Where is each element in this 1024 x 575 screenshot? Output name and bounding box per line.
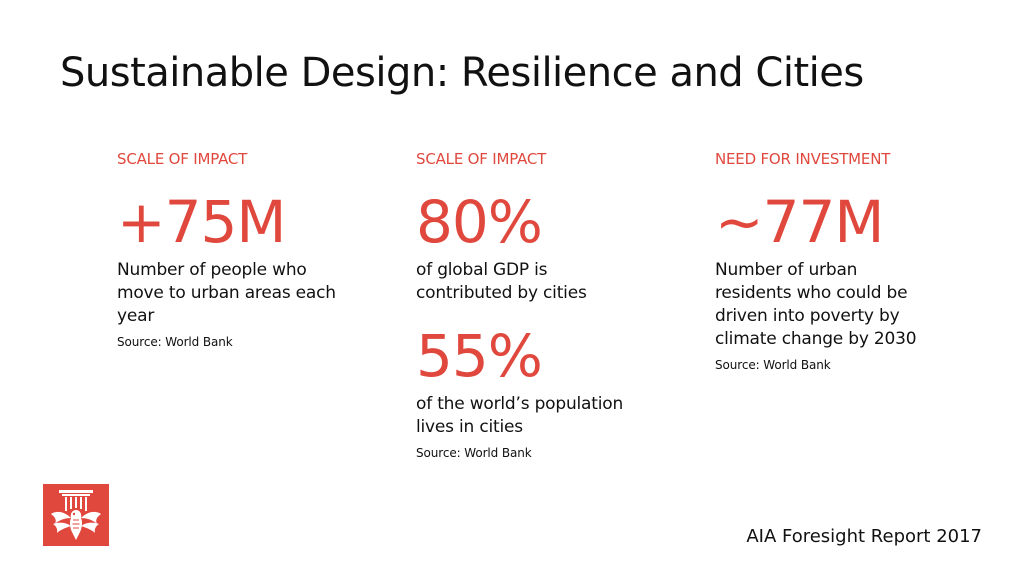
- stat-source: Source: World Bank: [117, 335, 233, 349]
- stat-column-gdp-population: SCALE OF IMPACT 80% of global GDP is con…: [416, 150, 686, 461]
- stat-column-urban-migration: SCALE OF IMPACT +75M Number of people wh…: [117, 150, 387, 350]
- column-kicker: SCALE OF IMPACT: [416, 150, 547, 168]
- stat-value-secondary: 55%: [416, 322, 543, 390]
- stat-description: of global GDP is contributed by cities: [416, 260, 587, 303]
- stat-description-secondary: of the world’s population lives in citie…: [416, 394, 624, 437]
- stat-description: Number of urban residents who could be d…: [715, 260, 917, 349]
- stat-value: ~77M: [715, 188, 884, 256]
- aia-eagle-column-logo-icon: [51, 490, 101, 540]
- stat-column-poverty-risk: NEED FOR INVESTMENT ~77M Number of urban…: [715, 150, 985, 373]
- stat-description: Number of people who move to urban areas…: [117, 260, 336, 326]
- stat-source: Source: World Bank: [416, 446, 532, 460]
- column-kicker: SCALE OF IMPACT: [117, 150, 248, 168]
- stat-value: +75M: [117, 188, 286, 256]
- report-footer: AIA Foresight Report 2017: [746, 526, 982, 547]
- stat-value: 80%: [416, 188, 543, 256]
- stat-source: Source: World Bank: [715, 358, 831, 372]
- column-kicker: NEED FOR INVESTMENT: [715, 150, 891, 168]
- aia-logo: [43, 484, 109, 546]
- page-title: Sustainable Design: Resilience and Citie…: [60, 50, 864, 96]
